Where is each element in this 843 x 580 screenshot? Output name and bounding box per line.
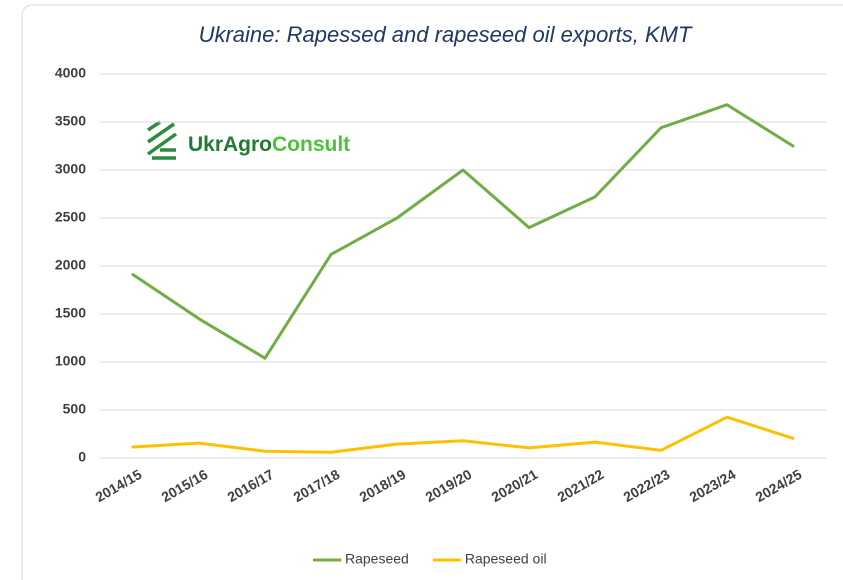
y-tick-label: 3000 [55, 161, 86, 177]
logo-icon [146, 120, 178, 160]
y-tick-label: 3500 [55, 113, 86, 129]
chart-frame [21, 4, 843, 580]
y-tick-label: 0 [78, 449, 86, 465]
legend-label: Rapeseed oil [465, 551, 547, 567]
series-line [131, 103, 795, 360]
y-tick-label: 1500 [55, 305, 86, 321]
y-tick-label: 500 [63, 401, 87, 417]
series-line [131, 415, 795, 454]
y-tick-label: 2000 [55, 257, 86, 273]
y-tick-label: 2500 [55, 209, 86, 225]
chart-title: Ukraine: Rapessed and rapeseed oil expor… [199, 22, 693, 47]
logo-part: UkrAgro [188, 133, 272, 156]
legend-label: Rapeseed [345, 551, 409, 567]
logo-text: UkrAgroConsult [188, 133, 350, 156]
y-tick-label: 4000 [55, 65, 86, 81]
logo-part: Consult [272, 133, 350, 156]
logo: UkrAgroConsult [146, 120, 350, 160]
y-tick-label: 1000 [55, 353, 86, 369]
